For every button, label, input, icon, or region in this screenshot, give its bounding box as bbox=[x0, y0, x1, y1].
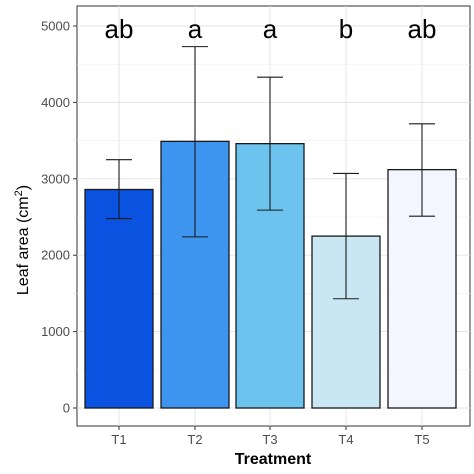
significance-letter-t4: b bbox=[339, 14, 353, 44]
y-tick-label: 5000 bbox=[41, 19, 70, 34]
y-axis-title-suffix: ) bbox=[15, 185, 32, 190]
error-bar-t3 bbox=[257, 76, 283, 211]
x-axis-title: Treatment bbox=[235, 451, 312, 468]
y-tick-label: 2000 bbox=[41, 248, 70, 263]
y-axis-title-superscript: 2 bbox=[13, 190, 25, 196]
error-bar-t2 bbox=[182, 46, 208, 238]
error-bar-t5 bbox=[409, 123, 435, 217]
y-tick-label: 4000 bbox=[41, 95, 70, 110]
x-tick-label-t4: T4 bbox=[338, 432, 353, 447]
x-tick-label-t1: T1 bbox=[111, 432, 126, 447]
y-tick-label: 1000 bbox=[41, 324, 70, 339]
significance-letter-t3: a bbox=[263, 14, 278, 44]
x-tick-label-t2: T2 bbox=[187, 432, 202, 447]
significance-letter-t5: ab bbox=[408, 14, 437, 44]
error-bar-t4 bbox=[333, 172, 359, 300]
significance-letters: ab a a b ab bbox=[105, 14, 437, 44]
y-tick-label: 3000 bbox=[41, 171, 70, 186]
x-tick-label-t5: T5 bbox=[414, 432, 429, 447]
significance-letter-t2: a bbox=[188, 14, 203, 44]
bar-t2 bbox=[160, 140, 230, 409]
significance-letter-t1: ab bbox=[105, 14, 134, 44]
bar-t1 bbox=[84, 188, 154, 409]
y-axis-title-main: Leaf area (cm bbox=[15, 196, 32, 295]
y-axis-ticks: 0 1000 2000 3000 4000 5000 bbox=[41, 19, 77, 416]
error-bar-t1 bbox=[106, 159, 132, 220]
x-axis-ticks: T1 T2 T3 T4 T5 bbox=[111, 426, 430, 447]
y-axis-title: Leaf area (cm2) bbox=[13, 185, 32, 295]
y-tick-label: 0 bbox=[63, 401, 70, 416]
x-tick-label-t3: T3 bbox=[262, 432, 277, 447]
error-bars bbox=[106, 46, 435, 300]
